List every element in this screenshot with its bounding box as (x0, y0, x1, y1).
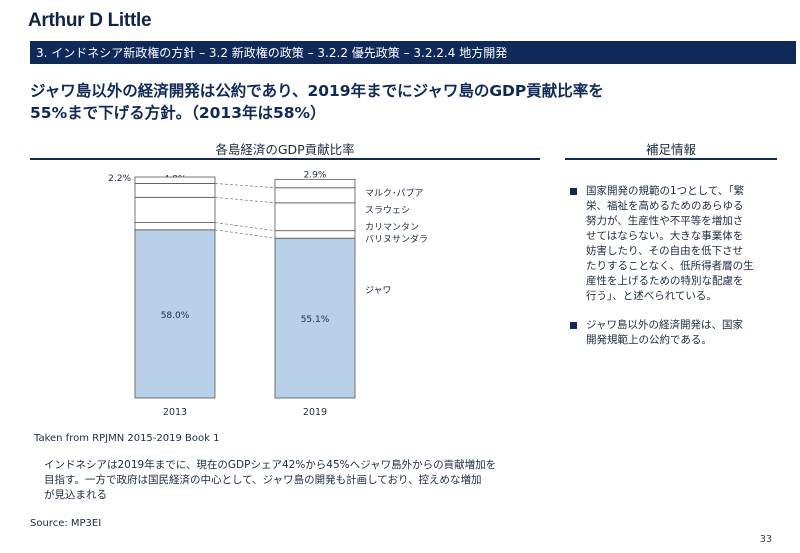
x-tick-label: 2019 (303, 407, 327, 418)
gdp-share-chart-svg: 58.0%2.5%8.7%4.8%2.2%201355.1%2.6%9.6%5.… (108, 170, 428, 418)
series-label: カリマンタン (365, 222, 419, 233)
info-line: 産性を上げるための特別な配慮を (586, 275, 744, 287)
bar-segment (274, 202, 356, 232)
info-line: 努力が、生産性や不平等を増加さ (586, 215, 744, 227)
info-line: 国家開発の規範の1つとして、「繁 (586, 185, 745, 197)
data-label: 58.0% (161, 311, 190, 321)
bar-segment (274, 187, 356, 204)
chart-section-divider (30, 158, 540, 160)
bar-segment (134, 222, 216, 231)
info-section-divider (565, 158, 777, 160)
page-title: ジャワ島以外の経済開発は公約であり、2019年までにジャワ島のGDP貢献比率を … (30, 80, 790, 124)
info-line: 開発規範上の公約である。 (586, 334, 712, 346)
chart-note: Taken from RPJMN 2015-2019 Book 1 (34, 433, 220, 444)
info-line: たりすることなく、低所得者層の生 (586, 260, 754, 272)
info-line: せてはならない。大きな事業体を (586, 230, 744, 242)
info-item: ジャワ島以外の経済開発は、国家 開発規範上の公約である。 (570, 318, 780, 348)
info-line: 栄、福祉を高めるためのあらゆる (586, 200, 744, 212)
info-list: 国家開発の規範の1つとして、「繁 栄、福祉を高めるためのあらゆる 努力が、生産性… (570, 184, 780, 362)
connector-line (214, 222, 276, 232)
info-section-title: 補足情報 (645, 142, 696, 157)
summary-line-3: が見込まれる (44, 489, 107, 501)
breadcrumb-bar: 3. インドネシア新政権の方針 – 3.2 新政権の政策 – 3.2.2 優先政… (30, 41, 796, 64)
bar-segment (274, 237, 356, 399)
data-label: 2.9% (304, 170, 327, 180)
summary-text: インドネシアは2019年までに、現在のGDPシェア42%から45%へジャワ島外か… (44, 458, 534, 503)
page-title-line-2: 55%まで下げる方針。（2013年は58%） (30, 104, 326, 122)
connector-line (214, 183, 276, 189)
page-title-line-1: ジャワ島以外の経済開発は公約であり、2019年までにジャワ島のGDP貢献比率を (30, 82, 604, 100)
source-note: Source: MP3EI (30, 518, 102, 529)
series-label: ジャワ (365, 286, 392, 296)
company-logo: Arthur D Little (28, 10, 152, 31)
series-label: スラウェシ (365, 205, 410, 216)
connector-line (214, 229, 276, 239)
summary-line-1: インドネシアは2019年までに、現在のGDPシェア42%から45%へジャワ島外か… (44, 459, 497, 471)
x-tick-label: 2013 (163, 407, 187, 418)
data-label: 2.2% (108, 174, 131, 184)
bar-segment (134, 229, 216, 399)
data-label: 55.1% (301, 315, 330, 325)
connector-line (214, 196, 276, 204)
bar-segment (134, 196, 216, 223)
bar-segment (134, 182, 216, 198)
page-number: 33 (759, 534, 772, 545)
info-item: 国家開発の規範の1つとして、「繁 栄、福祉を高めるためのあらゆる 努力が、生産性… (570, 184, 780, 304)
square-bullet-icon (570, 322, 577, 329)
chart-section-title: 各島経済のGDP貢献比率 (215, 142, 355, 157)
bar-segment (134, 176, 216, 184)
bar-segment (274, 178, 356, 189)
info-line: 妨害したり、その自由を低下させ (586, 245, 744, 257)
info-line: ジャワ島以外の経済開発は、国家 (586, 319, 743, 331)
info-line: 行う」、と述べられている。 (586, 290, 717, 302)
series-label: バリヌサンダラ (365, 233, 428, 245)
bar-segment (274, 230, 356, 239)
gdp-share-chart: 58.0%2.5%8.7%4.8%2.2%201355.1%2.6%9.6%5.… (30, 170, 530, 429)
breadcrumb: 3. インドネシア新政権の方針 – 3.2 新政権の政策 – 3.2.2 優先政… (36, 46, 508, 60)
square-bullet-icon (570, 188, 577, 195)
series-label: マルク･パプア (365, 188, 424, 199)
summary-line-2: 目指す。一方で政府は国民経済の中心として、ジャワ島の開発も計画しており、控えめな… (44, 474, 482, 486)
